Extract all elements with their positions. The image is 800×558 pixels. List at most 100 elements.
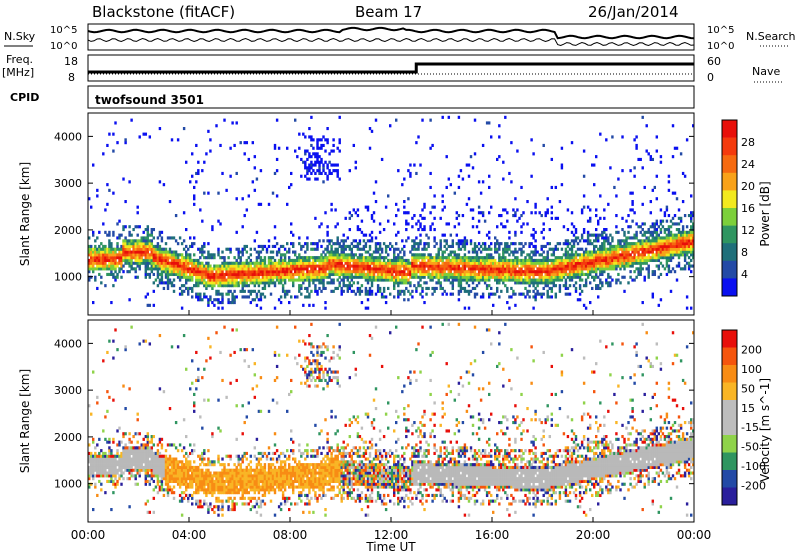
power-cell [132,239,134,242]
power-cell [244,281,246,284]
velocity-cell [147,435,149,438]
power-cell [559,290,561,293]
power-cell [385,248,387,251]
power-cell [147,236,149,239]
power-cell [440,284,442,287]
power-cell [227,298,229,301]
power-cell [401,248,403,251]
power-cell [254,239,256,242]
power-cell [405,265,407,268]
power-cell [567,242,569,245]
power-cell [456,217,458,220]
power-cell [551,186,553,189]
power-cell [583,150,585,153]
power-cell [92,265,94,268]
power-cell [444,290,446,293]
power-cell [664,231,666,234]
power-cell [304,164,306,167]
power-cell [488,175,490,178]
power-cell [625,220,627,223]
power-cell [345,284,347,287]
power-cell [664,211,666,214]
power-cell [498,245,500,248]
power-cell [640,225,642,228]
velocity-cell [130,466,132,469]
power-cell [528,276,530,279]
power-cell [646,262,648,265]
power-cell [256,304,258,307]
power-cell [223,279,225,282]
power-cell [530,138,532,141]
velocity-cell [112,483,114,486]
power-cell [334,262,336,265]
power-cell [526,267,528,270]
power-cell [575,239,577,242]
power-cell [153,259,155,262]
power-cell [324,138,326,141]
power-cell [258,276,260,279]
power-cell [122,178,124,181]
power-cell [381,248,383,251]
power-cell [254,262,256,265]
power-cell [672,256,674,259]
power-cell [359,242,361,245]
power-cell [284,265,286,268]
power-cell [302,270,304,273]
power-cell [405,276,407,279]
power-cell [159,245,161,248]
power-cell [213,265,215,268]
power-cell [442,194,444,197]
power-cell [379,287,381,290]
power-cell [581,248,583,251]
power-cell [229,248,231,251]
power-cell [345,217,347,220]
power-cell [365,290,367,293]
power-cell [213,276,215,279]
power-cell [644,186,646,189]
power-cell [112,259,114,262]
power-cell [431,293,433,296]
power-cell [294,273,296,276]
power-cell [227,293,229,296]
power-cell [652,234,654,237]
power-cell [435,287,437,290]
power-cell [648,251,650,254]
power-cell [547,284,549,287]
power-cell [490,206,492,209]
power-cell [318,225,320,228]
power-cell [557,217,559,220]
power-cell [337,239,339,242]
power-cell [617,279,619,282]
power-cell [221,298,223,301]
power-cell [116,276,118,279]
velocity-cell [137,483,139,486]
power-cell [442,200,444,203]
power-cell [217,307,219,310]
velocity-cell [114,486,116,489]
power-cell [213,256,215,259]
power-cell [456,256,458,259]
power-cell [454,192,456,195]
power-cell [345,273,347,276]
power-cell [318,164,320,167]
power-cell [688,265,690,268]
velocity-cell [104,469,106,472]
velocity-cell [112,458,114,461]
power-cell [680,152,682,155]
nsearch-trace [88,39,694,46]
power-cell [652,295,654,298]
power-cell [403,298,405,301]
power-cell [221,301,223,304]
power-cell [435,273,437,276]
power-cell [506,270,508,273]
power-cell [532,284,534,287]
power-cell [688,267,690,270]
power-cell [456,253,458,256]
power-cell [670,225,672,228]
power-cell [642,267,644,270]
power-cell [339,281,341,284]
power-cell [173,236,175,239]
power-cell [534,245,536,248]
velocity-cell [147,432,149,435]
velocity-cell [102,452,104,455]
